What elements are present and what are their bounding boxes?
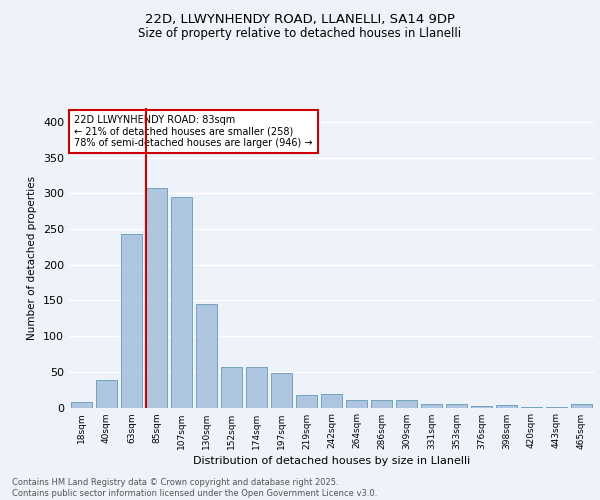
Text: 22D LLWYNHENDY ROAD: 83sqm
← 21% of detached houses are smaller (258)
78% of sem: 22D LLWYNHENDY ROAD: 83sqm ← 21% of deta…: [74, 115, 313, 148]
Bar: [521, 407, 542, 408]
Bar: [296, 394, 317, 407]
X-axis label: Distribution of detached houses by size in Llanelli: Distribution of detached houses by size …: [193, 456, 470, 466]
Y-axis label: Number of detached properties: Number of detached properties: [28, 176, 37, 340]
Bar: [571, 404, 592, 407]
Bar: [246, 367, 267, 408]
Bar: [421, 404, 442, 407]
Bar: [496, 406, 517, 407]
Bar: [71, 402, 92, 407]
Bar: [121, 234, 142, 408]
Bar: [221, 367, 242, 408]
Bar: [471, 406, 492, 407]
Text: Contains HM Land Registry data © Crown copyright and database right 2025.
Contai: Contains HM Land Registry data © Crown c…: [12, 478, 377, 498]
Bar: [546, 407, 567, 408]
Text: 22D, LLWYNHENDY ROAD, LLANELLI, SA14 9DP: 22D, LLWYNHENDY ROAD, LLANELLI, SA14 9DP: [145, 12, 455, 26]
Bar: [196, 304, 217, 408]
Bar: [171, 197, 192, 408]
Bar: [146, 188, 167, 408]
Bar: [371, 400, 392, 407]
Bar: [321, 394, 342, 407]
Bar: [346, 400, 367, 407]
Bar: [446, 404, 467, 407]
Bar: [96, 380, 117, 407]
Text: Size of property relative to detached houses in Llanelli: Size of property relative to detached ho…: [139, 28, 461, 40]
Bar: [271, 373, 292, 408]
Bar: [396, 400, 417, 407]
